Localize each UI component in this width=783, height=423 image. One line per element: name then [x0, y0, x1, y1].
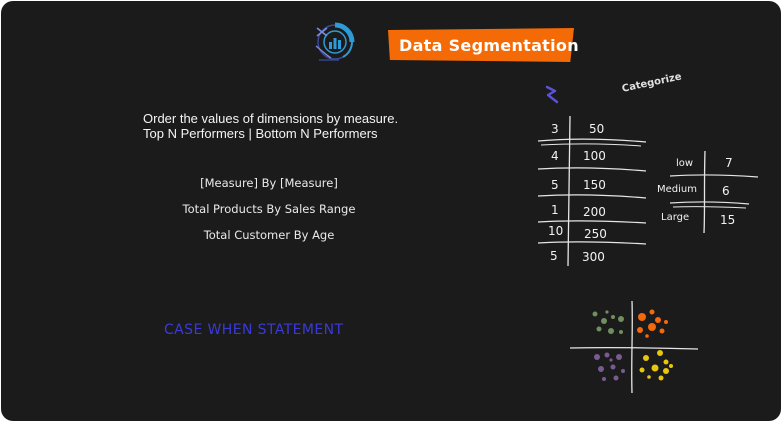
right-table-category: Large	[661, 212, 690, 223]
left-table-value: 250	[584, 227, 607, 241]
page-title: Data Segmentation	[399, 36, 579, 55]
right-table-count: 6	[722, 184, 730, 198]
right-table-count: 15	[720, 213, 736, 227]
segmentation-logo-icon	[315, 22, 355, 61]
left-table-count: 3	[551, 122, 559, 136]
left-table-value: 150	[583, 178, 606, 192]
right-table-category: low	[676, 158, 694, 169]
title-banner	[388, 28, 574, 62]
left-table-count: 10	[548, 224, 564, 238]
left-table-count: 1	[551, 203, 559, 217]
measure-by-measure-pattern: [Measure] By [Measure]	[200, 176, 338, 190]
example-customer-by-age: Total Customer By Age	[203, 228, 335, 242]
sigma-icon	[545, 85, 559, 104]
intro-line-2: Top N Performers | Bottom N Performers	[143, 126, 378, 141]
right-table-count: 7	[725, 156, 733, 170]
left-table-value: 50	[589, 122, 605, 136]
left-table-value: 100	[583, 149, 606, 163]
examples-block: [Measure] By [Measure] Total Products By…	[151, 175, 387, 253]
left-table-count: 5	[550, 249, 558, 263]
intro-line-1: Order the values of dimensions by measur…	[143, 111, 399, 126]
example-products-by-sales: Total Products By Sales Range	[182, 202, 356, 216]
case-when-label: CASE WHEN STATEMENT	[164, 322, 344, 338]
left-table-count: 4	[551, 149, 559, 163]
intro-text: Order the values of dimensions by measur…	[143, 111, 398, 141]
left-table-count: 5	[551, 178, 559, 192]
right-table-category: Medium	[657, 184, 697, 195]
left-table-value: 300	[582, 250, 605, 264]
left-table-value: 200	[583, 205, 606, 219]
